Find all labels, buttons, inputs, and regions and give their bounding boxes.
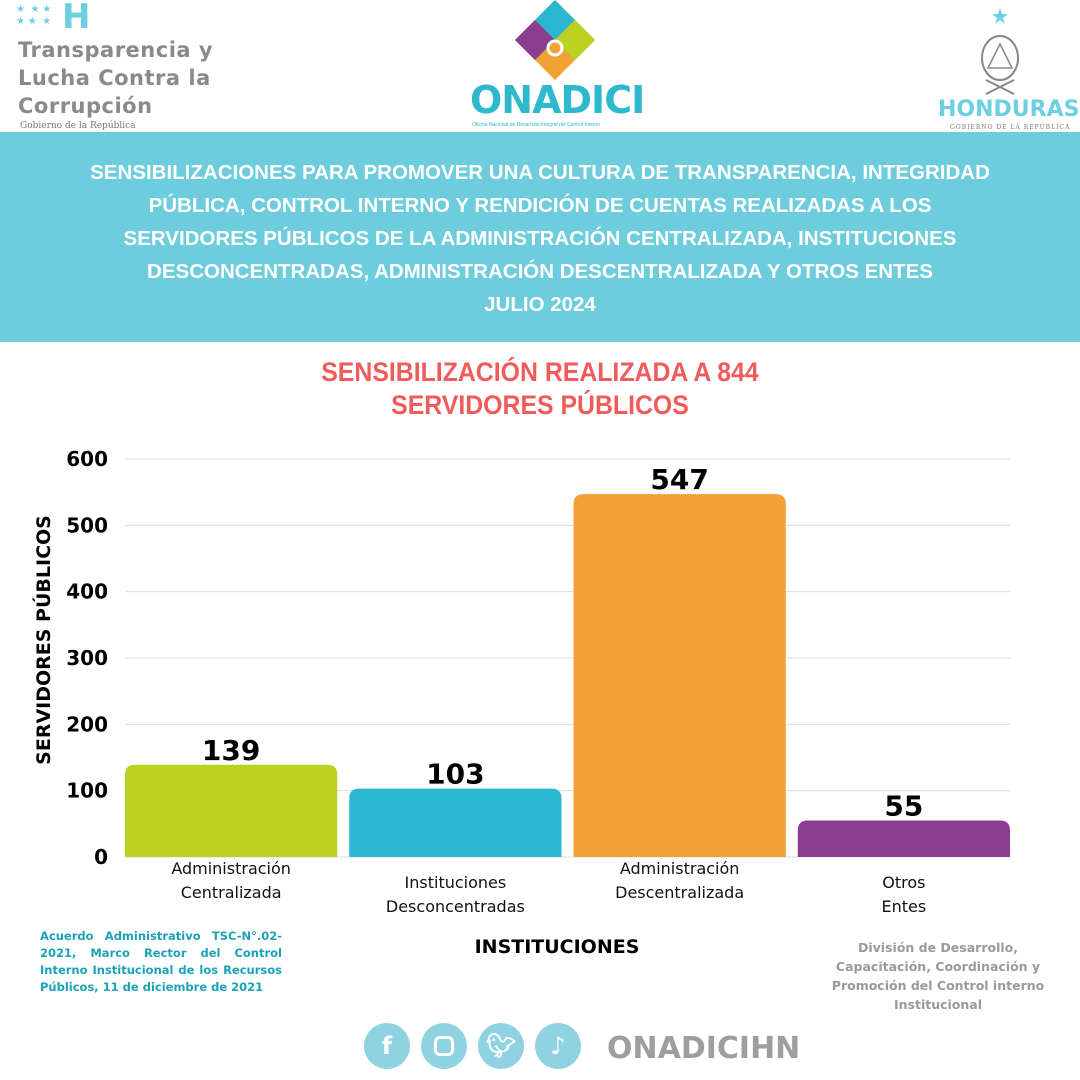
tiktok-icon[interactable]: ♪: [535, 1023, 581, 1069]
chart-title: SENSIBILIZACIÓN REALIZADA A 844 SERVIDOR…: [43, 356, 1037, 422]
twitter-icon[interactable]: 🐦︎: [478, 1023, 524, 1069]
y-tick-label: 300: [66, 646, 108, 670]
bar: [573, 494, 786, 857]
honduras-logo-text: HONDURAS: [938, 97, 1080, 122]
banner-line: SENSIBILIZACIONES PARA PROMOVER UNA CULT…: [90, 161, 990, 184]
y-tick-label: 200: [66, 712, 108, 736]
bar-value-label: 547: [650, 463, 708, 496]
header: ★ ★ ★ ★ ★ ★ H Transparencia y Lucha Contr…: [0, 0, 1080, 132]
x-tick-label: Desconcentradas: [386, 897, 525, 916]
legal-note: Acuerdo Administrativo TSC-N°.02-2021, M…: [40, 929, 282, 994]
x-tick-label: Centralizada: [181, 883, 282, 902]
x-axis-label: INSTITUCIONES: [475, 936, 640, 958]
facebook-icon[interactable]: f: [364, 1023, 410, 1069]
title-banner: [0, 132, 1080, 342]
onadici-logo-sub: Oficina Nacional de Desarrollo Integral …: [472, 122, 601, 128]
bar: [349, 788, 562, 857]
x-tick-label: Instituciones: [405, 873, 507, 892]
x-tick-label: Descentralizada: [615, 883, 744, 902]
y-tick-label: 400: [66, 580, 108, 604]
x-tick-label: Administración: [620, 859, 740, 878]
y-tick-label: 500: [66, 513, 108, 537]
honduras-coat-of-arms-icon: [981, 8, 1019, 95]
transparency-logo-text: Transparencia y Lucha Contra la Corrupci…: [18, 36, 213, 120]
y-tick-label: 0: [94, 845, 108, 869]
transparency-logo-sub: Gobierno de la República: [20, 121, 136, 131]
bar-value-label: 139: [202, 734, 260, 767]
social-handle[interactable]: ONADICIHN: [607, 1031, 801, 1066]
stars-icon: ★ ★ ★ ★ ★ ★: [16, 4, 52, 27]
y-tick-label: 100: [66, 779, 108, 803]
bar: [797, 820, 1010, 857]
bar-value-label: 55: [884, 790, 923, 823]
instagram-icon[interactable]: [421, 1023, 467, 1069]
banner-title: SENSIBILIZACIONES PARA PROMOVER UNA CULT…: [0, 156, 1080, 321]
logo-line: Corrupción: [18, 94, 153, 118]
y-tick-label: 600: [66, 447, 108, 471]
banner-line: PÚBLICA, CONTROL INTERNO Y RENDICIÓN DE …: [148, 194, 932, 217]
division-note: División de Desarrollo, Capacitación, Co…: [831, 940, 1045, 1012]
x-tick-label: Administración: [171, 859, 291, 878]
chart-title-line: SERVIDORES PÚBLICOS: [391, 390, 689, 420]
bar: [125, 764, 338, 857]
onadici-diamond-icon: [515, 0, 595, 80]
banner-line: DESCONCENTRADAS, ADMINISTRACIÓN DESCENTR…: [147, 260, 933, 283]
banner-line: JULIO 2024: [484, 293, 596, 316]
x-tick-label: Entes: [882, 897, 927, 916]
honduras-logo-sub: GOBIERNO DE LA REPÚBLICA: [950, 124, 1071, 131]
bar-value-label: 103: [426, 758, 484, 791]
transparency-logo-mark: H: [62, 0, 91, 37]
chart-title-line: SENSIBILIZACIÓN REALIZADA A 844: [321, 357, 759, 387]
logo-line: Lucha Contra la: [18, 66, 211, 90]
onadici-logo-text: ONADICI: [470, 78, 645, 122]
logo-line: Transparencia y: [18, 38, 214, 62]
banner-line: SERVIDORES PÚBLICOS DE LA ADMINISTRACIÓN…: [123, 227, 957, 250]
y-axis-label: SERVIDORES PÚBLICOS: [31, 515, 55, 765]
x-tick-label: Otros: [882, 873, 925, 892]
